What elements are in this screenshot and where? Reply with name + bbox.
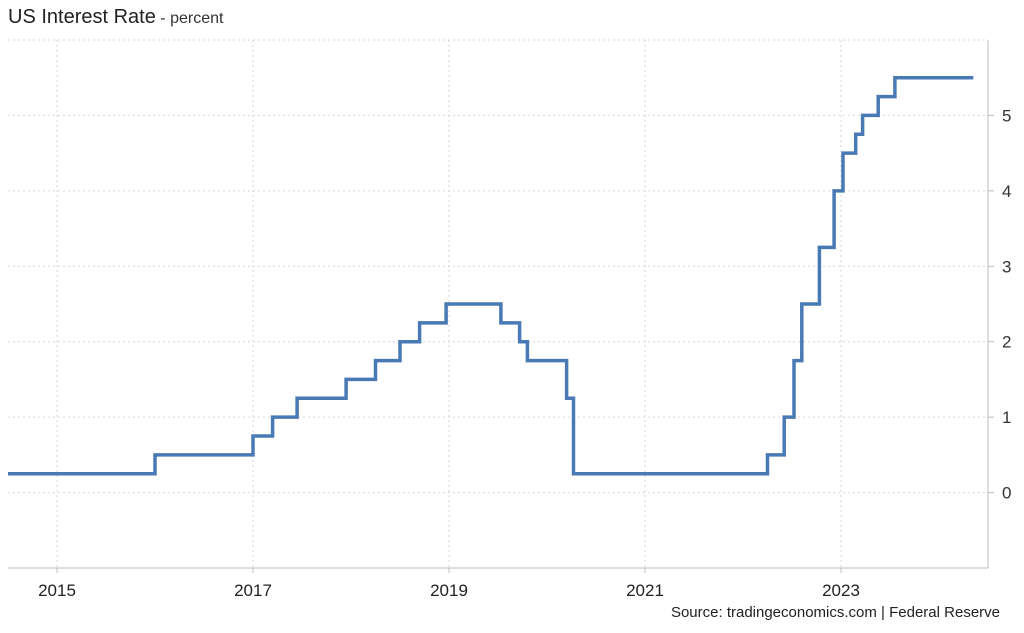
x-tick-label: 2019 [430, 581, 468, 600]
chart-subtitle: - percent [160, 10, 224, 27]
y-tick-label: 3 [1002, 257, 1011, 276]
x-tick-label: 2017 [234, 581, 272, 600]
x-tick-label: 2021 [626, 581, 664, 600]
x-tick-label: 2023 [822, 581, 860, 600]
series-layer [8, 75, 974, 476]
x-tick-label: 2015 [38, 581, 76, 600]
y-tick-label: 4 [1002, 182, 1011, 201]
chart-title: US Interest Rate [8, 6, 156, 28]
y-tick-label: 2 [1002, 333, 1011, 352]
source-note: Source: tradingeconomics.com | Federal R… [670, 604, 1000, 621]
tick-labels: 0 1 2 3 4 5 2015 2017 2019 2021 2023 [38, 106, 1011, 600]
grid [8, 39, 988, 569]
y-tick-label: 1 [1002, 408, 1011, 427]
series-line [8, 75, 974, 476]
y-tick-label: 0 [1002, 484, 1011, 503]
axes [8, 40, 994, 573]
chart-title-row: US Interest Rate - percent [8, 6, 223, 29]
y-tick-label: 5 [1002, 106, 1011, 125]
